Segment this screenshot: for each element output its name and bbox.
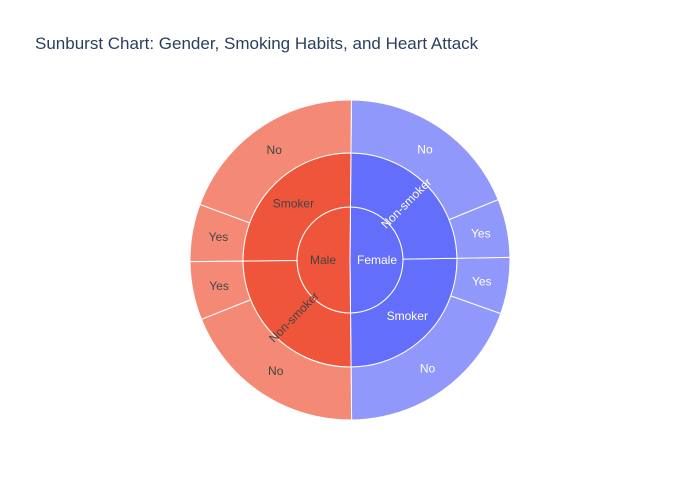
- label-female-smoker: Smoker: [387, 309, 428, 323]
- label-female: Female: [357, 253, 397, 267]
- label-female-non-smoker-yes: Yes: [471, 226, 491, 240]
- sunburst-segments[interactable]: [189, 99, 511, 421]
- label-male-non-smoker-no: No: [268, 364, 284, 378]
- chart-title: Sunburst Chart: Gender, Smoking Habits, …: [35, 34, 479, 53]
- label-male-smoker-no: No: [267, 143, 283, 157]
- label-male-smoker-yes: Yes: [209, 230, 229, 244]
- label-female-smoker-yes: Yes: [472, 275, 492, 289]
- label-female-smoker-no: No: [420, 362, 436, 376]
- label-male-smoker: Smoker: [273, 196, 314, 210]
- label-male-non-smoker-yes: Yes: [209, 279, 229, 293]
- segment-male-non-smoker-no[interactable]: [200, 299, 353, 421]
- label-female-non-smoker-no: No: [417, 143, 433, 157]
- label-male: Male: [310, 253, 336, 267]
